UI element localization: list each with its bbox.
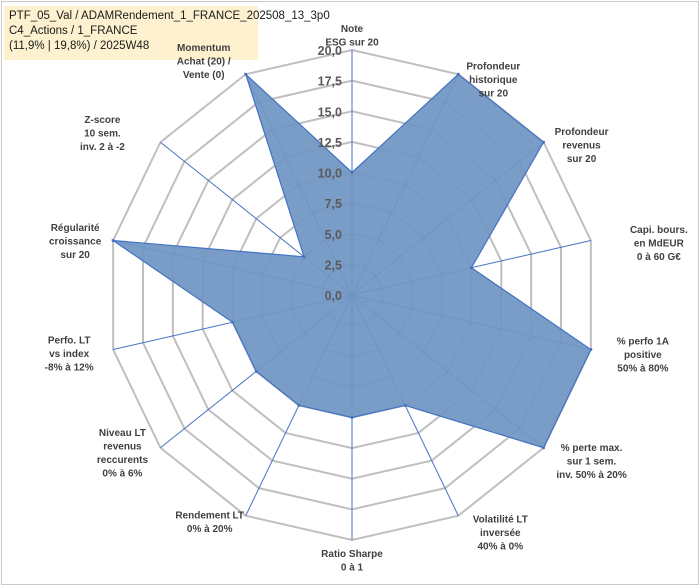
axis-label-12-line-2: inv. 2 à -2 — [80, 142, 125, 153]
axis-label-8-line-1: 0% à 20% — [187, 524, 233, 535]
tick-label-0: 0,0 — [325, 289, 342, 303]
radar-tick-labels: 0,0 2,5 5,0 7,5 10,0 12,5 15,0 17,5 20,0 — [318, 44, 342, 303]
axis-label-10: Perfo. LT vs index -8% à 12% — [45, 335, 94, 373]
axis-label-1-line-1: historique — [469, 75, 518, 86]
axis-label-3-line-2: 0 à 60 G€ — [637, 252, 681, 263]
series-point-13 — [244, 72, 248, 76]
axis-label-11: Régularité croissance sur 20 — [49, 223, 102, 261]
axis-label-9: Niveau LT revenus reccurents 0% à 6% — [97, 428, 149, 480]
axis-label-11-line-1: croissance — [49, 237, 102, 248]
series-point-7 — [350, 416, 354, 419]
axis-label-2: Profondeur revenus sur 20 — [555, 127, 609, 165]
series-point-12 — [302, 255, 306, 259]
axis-label-5: % perte max. sur 1 sem. inv. 50% à 20% — [556, 443, 627, 481]
axis-label-5-line-0: % perte max. — [561, 443, 623, 454]
series-point-6 — [403, 403, 407, 407]
axis-label-0-line-0: Note — [341, 24, 364, 35]
tick-label-2: 5,0 — [325, 228, 342, 242]
tick-label-1: 2,5 — [325, 258, 342, 272]
axis-label-11-line-0: Régularité — [51, 223, 100, 234]
series-point-0 — [350, 171, 354, 174]
axis-label-6-line-0: Volatilité LT — [473, 515, 528, 526]
axis-label-1: Profondeur historique sur 20 — [466, 61, 520, 99]
axis-label-3-line-0: Capi. bours. — [630, 225, 688, 236]
axis-label-9-line-1: revenus — [103, 441, 142, 452]
series-point-2 — [542, 140, 546, 144]
axis-label-3-line-1: en MdEUR — [634, 239, 685, 250]
axis-label-4-line-2: 50% à 80% — [617, 363, 668, 374]
axis-label-2-line-0: Profondeur — [555, 127, 609, 138]
tick-label-7: 17,5 — [318, 75, 342, 89]
axis-label-13: Momentum Achat (20) / Vente (0) — [177, 43, 231, 81]
axis-label-9-line-3: 0% à 6% — [102, 468, 142, 479]
axis-label-7: Ratio Sharpe 0 à 1 — [321, 549, 383, 574]
axis-label-10-line-1: vs index — [49, 349, 89, 360]
tick-label-6: 15,0 — [318, 105, 342, 119]
axis-label-3: Capi. bours. en MdEUR 0 à 60 G€ — [630, 225, 688, 263]
axis-label-11-line-2: sur 20 — [60, 250, 90, 261]
tick-label-3: 7,5 — [325, 197, 342, 211]
tick-label-4: 10,0 — [318, 167, 342, 181]
series-point-3 — [469, 266, 473, 270]
axis-label-1-line-0: Profondeur — [466, 61, 520, 72]
chart-title-line-2: C4_Actions / 1_FRANCE — [9, 25, 138, 37]
axis-label-12-line-0: Z-score — [84, 115, 121, 126]
axis-label-6-line-1: inversée — [480, 528, 521, 539]
axis-label-12: Z-score 10 sem. inv. 2 à -2 — [80, 115, 125, 153]
axis-label-10-line-0: Perfo. LT — [48, 335, 91, 346]
axis-label-0: Note ESG sur 20 — [325, 24, 379, 49]
axis-label-4-line-0: % perfo 1A — [617, 336, 669, 347]
series-point-8 — [297, 403, 301, 407]
axis-label-9-line-0: Niveau LT — [99, 428, 146, 439]
series-point-9 — [254, 369, 258, 373]
axis-label-12-line-1: 10 sem. — [84, 128, 121, 139]
axis-label-10-line-2: -8% à 12% — [45, 362, 94, 373]
chart-title-box: PTF_05_Val / ADAMRendement_1_FRANCE_2025… — [4, 6, 330, 60]
axis-label-5-line-2: inv. 50% à 20% — [556, 470, 627, 481]
axis-label-6: Volatilité LT inversée 40% à 0% — [473, 515, 528, 553]
axis-label-13-line-1: Achat (20) / — [177, 56, 231, 67]
axis-label-2-line-2: sur 20 — [567, 154, 597, 165]
axis-label-9-line-2: reccurents — [97, 455, 149, 466]
axis-label-7-line-0: Ratio Sharpe — [321, 549, 383, 560]
axis-label-1-line-2: sur 20 — [479, 88, 509, 99]
radar-axis-labels: Note ESG sur 20 Profondeur historique sur 20… — [45, 24, 688, 574]
axis-label-8: Rendement LT 0% à 20% — [175, 511, 244, 536]
series-point-1 — [456, 72, 460, 76]
axis-label-13-line-0: Momentum — [177, 43, 230, 54]
axis-label-0-line-1: ESG sur 20 — [325, 38, 379, 49]
series-point-5 — [542, 446, 546, 450]
axis-label-4-line-1: positive — [624, 350, 662, 361]
series-point-11 — [111, 238, 115, 242]
tick-label-8: 20,0 — [318, 44, 342, 58]
axis-label-8-line-0: Rendement LT — [175, 511, 244, 522]
axis-label-13-line-2: Vente (0) — [183, 70, 225, 81]
radar-series — [110, 72, 593, 450]
axis-label-7-line-1: 0 à 1 — [341, 563, 364, 574]
axis-label-4: % perfo 1A positive 50% à 80% — [617, 336, 669, 374]
axis-label-2-line-1: revenus — [562, 141, 601, 152]
series-point-10 — [231, 320, 235, 324]
axis-label-6-line-2: 40% à 0% — [478, 542, 524, 553]
series-point-4 — [589, 348, 593, 352]
chart-title-line-3: (11,9% | 19,8%) / 2025W48 — [9, 40, 150, 52]
tick-label-5: 12,5 — [318, 136, 342, 150]
axis-label-5-line-1: sur 1 sem. — [567, 456, 617, 467]
chart-title-line-1: PTF_05_Val / ADAMRendement_1_FRANCE_2025… — [9, 10, 330, 22]
